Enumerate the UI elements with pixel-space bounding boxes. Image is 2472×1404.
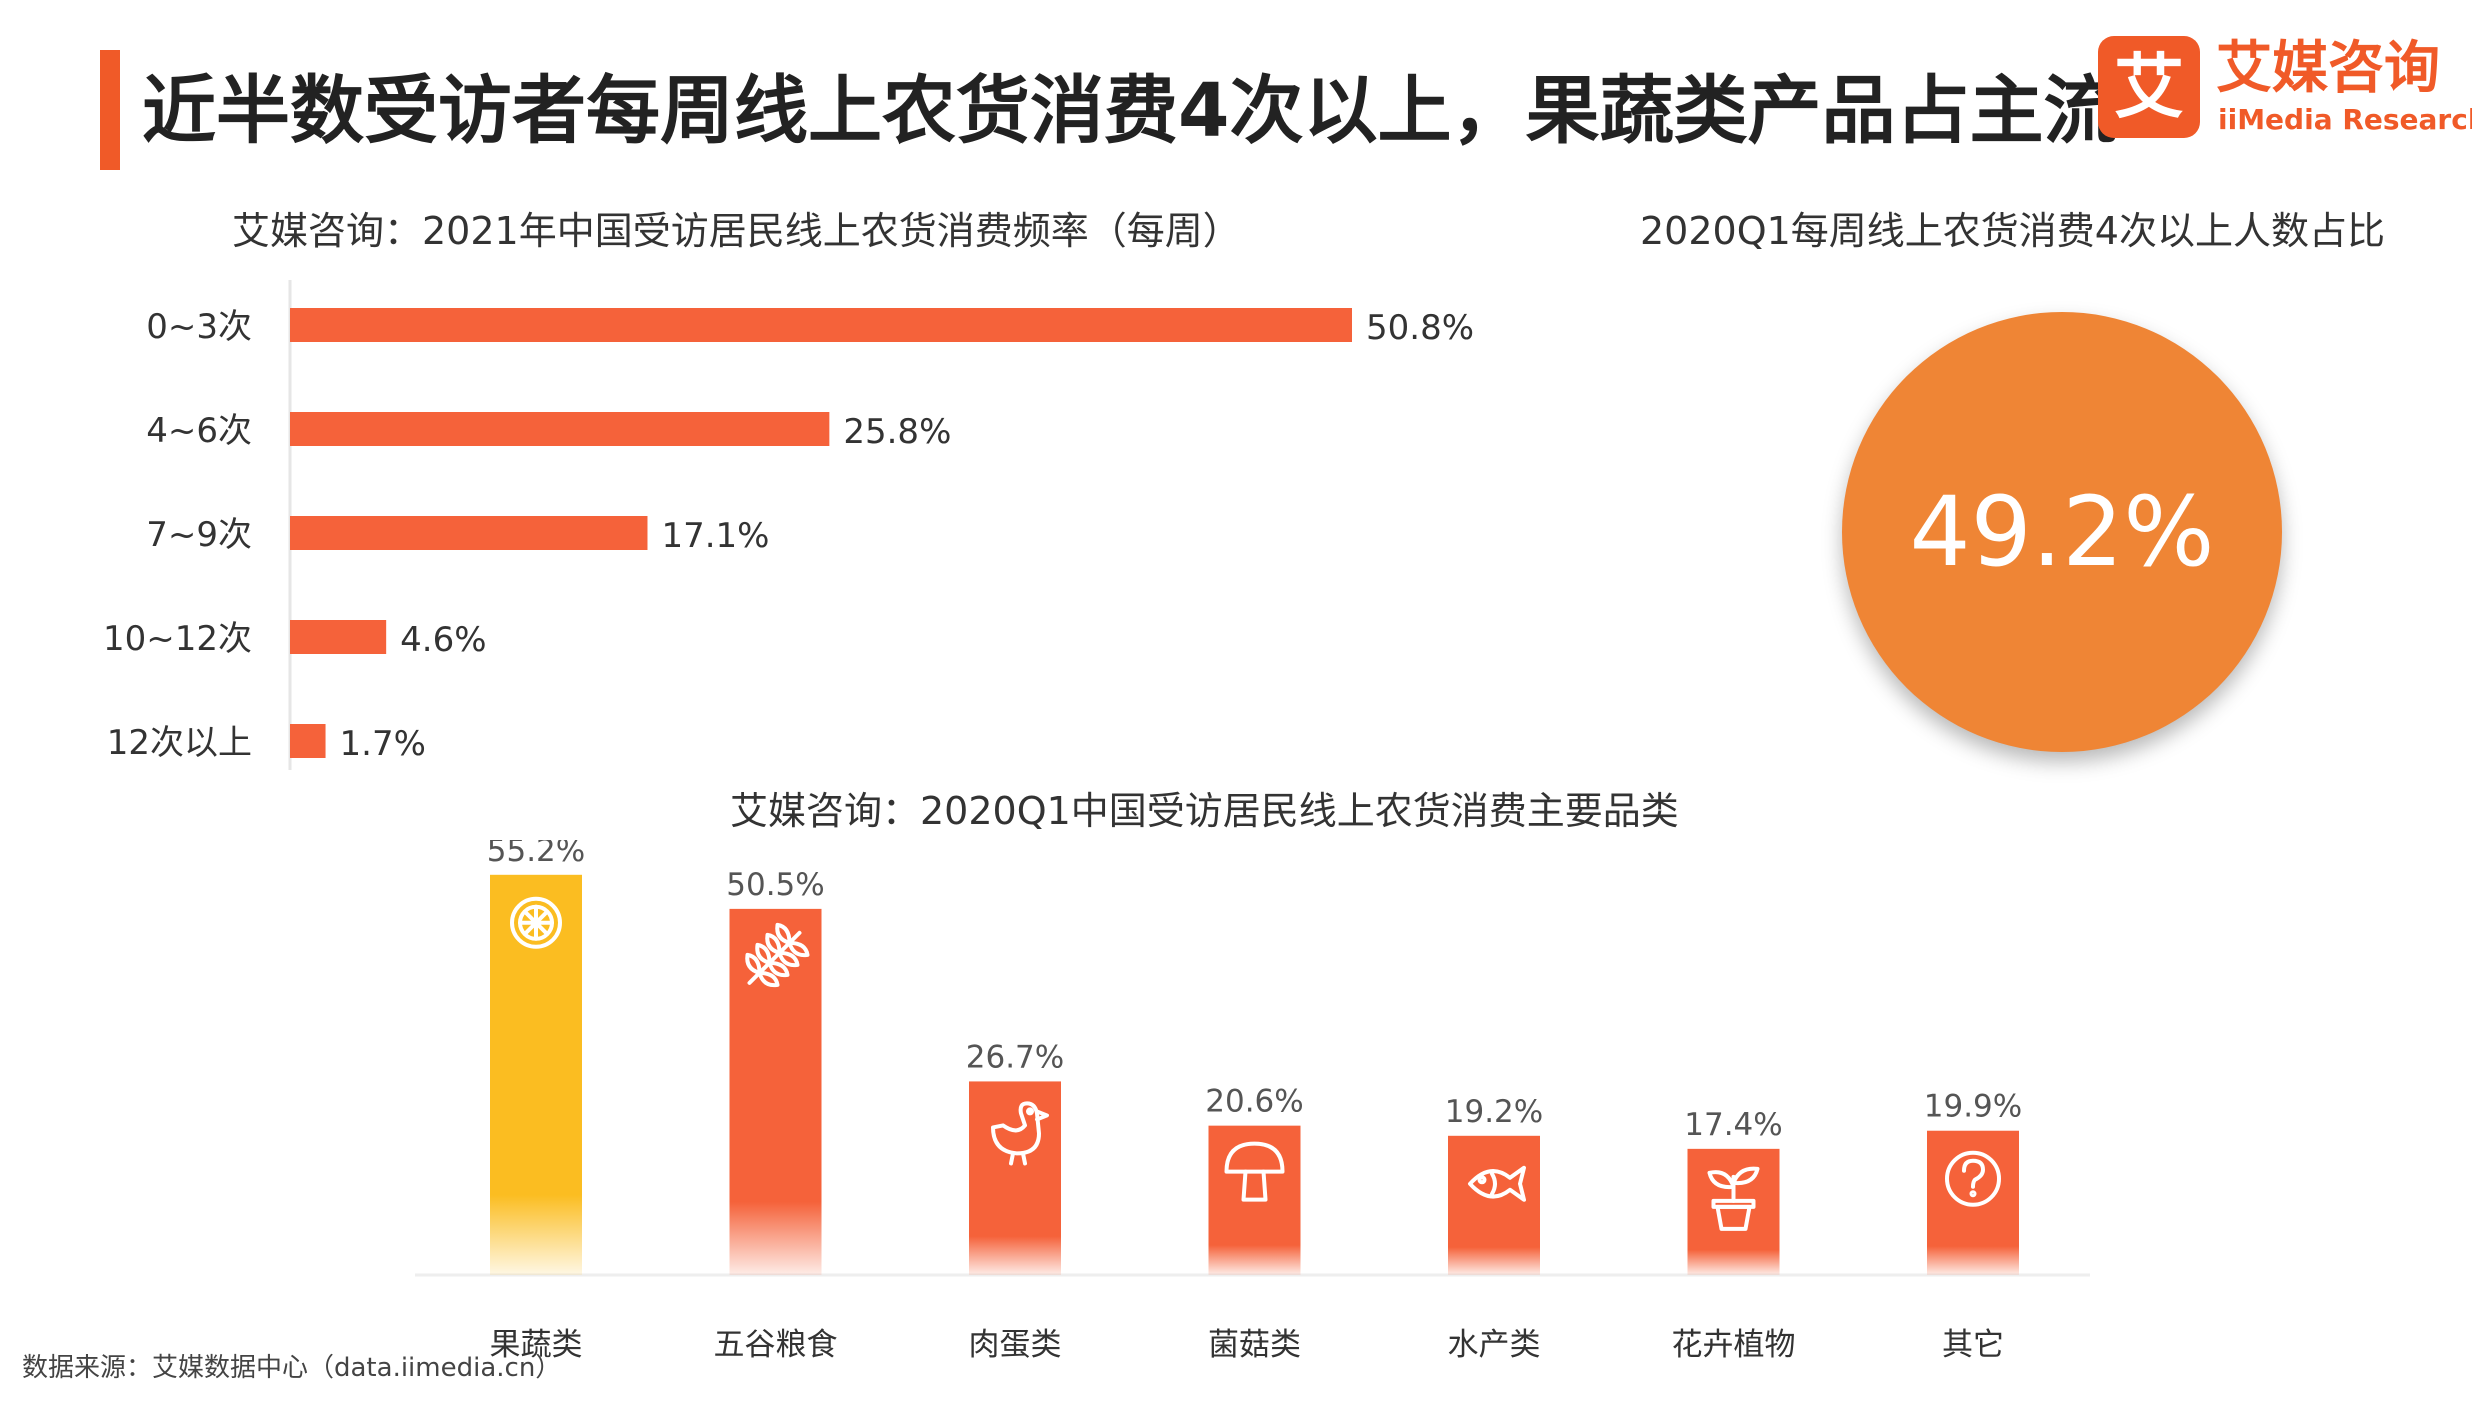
- brand-logo: 艾 艾媒咨询 iiMedia Research: [2098, 36, 2472, 146]
- frequency-bar: [290, 620, 387, 654]
- lemon-icon: [510, 896, 562, 949]
- source-note: 数据来源：艾媒数据中心（data.iimedia.cn）: [22, 1353, 562, 1383]
- frequency-bar: [290, 724, 326, 758]
- frequency-category-label: 10~12次: [103, 619, 252, 659]
- category-name-label: 肉蛋类: [969, 1327, 1062, 1360]
- category-name-label: 其它: [1942, 1327, 2004, 1360]
- frequency-category-label: 4~6次: [146, 411, 252, 451]
- category-chart-title: 艾媒咨询：2020Q1中国受访居民线上农货消费主要品类: [730, 789, 1679, 833]
- category-value-label: 19.2%: [1445, 1094, 1543, 1130]
- logo-chinese-name: 艾媒咨询: [2216, 36, 2440, 101]
- frequency-value-label: 50.8%: [1366, 308, 1474, 348]
- frequency-value-label: 25.8%: [843, 412, 951, 452]
- frequency-bar-chart: 0~3次 50.8% 4~6次 25.8% 7~9次 17.1% 10~12次 4.6% 12次…: [103, 280, 1474, 770]
- frequency-value-label: 4.6%: [400, 620, 486, 660]
- frequency-category-label: 7~9次: [146, 515, 252, 555]
- category-name-label: 五谷粮食: [714, 1327, 838, 1360]
- category-name-label: 菌菇类: [1208, 1327, 1301, 1360]
- logo-english-name: iiMedia Research: [2218, 103, 2472, 136]
- frequency-category-label: 0~3次: [146, 307, 252, 347]
- frequency-chart-title: 艾媒咨询：2021年中国受访居民线上农货消费频率（每周）: [232, 209, 1241, 253]
- page-title: 近半数受访者每周线上农货消费4次以上，果蔬类产品占主流: [142, 68, 2118, 154]
- category-value-label: 55.2%: [487, 840, 585, 869]
- frequency-category-label: 12次以上: [107, 723, 252, 763]
- category-value-label: 19.9%: [1924, 1089, 2022, 1125]
- category-name-label: 花卉植物: [1672, 1327, 1796, 1360]
- frequency-bar: [290, 516, 648, 550]
- share-value-label: 49.2%: [1909, 476, 2215, 588]
- fish-icon: [1468, 1165, 1526, 1202]
- category-bar-chart: 55.2% 果蔬类 50.5% 五谷粮食 26.7% 肉蛋类 20.6% 菌菇类 19.2% 水产…: [415, 840, 2090, 1360]
- question-icon: [1945, 1150, 2001, 1207]
- frequency-value-label: 1.7%: [340, 724, 426, 764]
- category-name-label: 果蔬类: [490, 1327, 583, 1360]
- logo-mark: 艾: [2098, 36, 2200, 138]
- category-bar: [969, 1081, 1061, 1275]
- chicken-icon: [991, 1101, 1049, 1166]
- category-bar: [1448, 1135, 1540, 1275]
- category-name-label: 水产类: [1448, 1327, 1541, 1360]
- title-accent-bar: [100, 50, 120, 170]
- share-circle: 49.2%: [1842, 312, 2282, 752]
- mushroom-icon: [1224, 1141, 1285, 1202]
- share-chart-title: 2020Q1每周线上农货消费4次以上人数占比: [1640, 209, 2385, 253]
- category-value-label: 50.5%: [726, 867, 824, 903]
- frequency-value-label: 17.1%: [661, 516, 769, 556]
- category-value-label: 17.4%: [1684, 1107, 1782, 1143]
- category-bar: [1687, 1148, 1780, 1275]
- wheat-icon: [745, 922, 810, 988]
- category-bar: [490, 874, 582, 1275]
- potted-plant-icon: [1707, 1166, 1760, 1231]
- frequency-bar: [290, 412, 830, 446]
- frequency-bar: [290, 308, 1352, 342]
- category-value-label: 26.7%: [966, 1039, 1064, 1075]
- category-value-label: 20.6%: [1205, 1084, 1303, 1120]
